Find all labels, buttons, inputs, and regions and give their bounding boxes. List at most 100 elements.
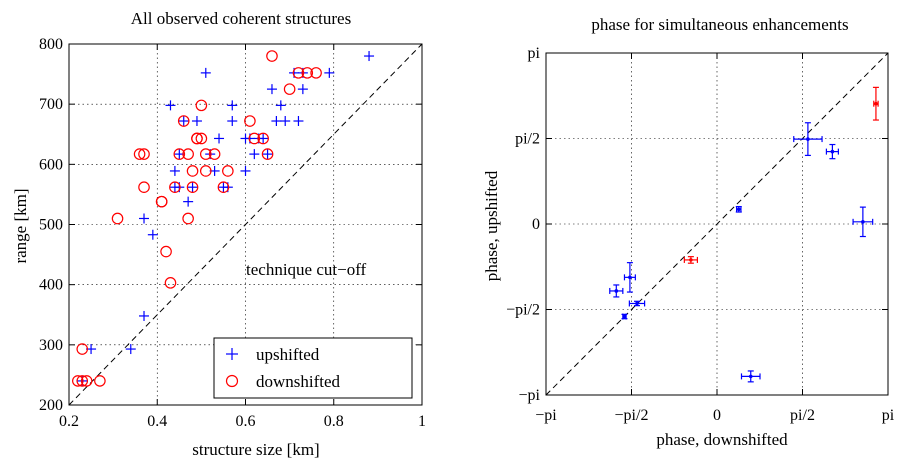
x-tick-label: −pi/2 [615, 407, 649, 424]
upshifted-point [165, 100, 176, 111]
right-chart-title: phase for simultaneous enhancements [591, 15, 848, 34]
downshifted-point [199, 148, 212, 160]
left-downshifted-series [72, 50, 322, 387]
downshifted-point [195, 99, 208, 112]
downshifted-point [186, 165, 199, 177]
y-tick-label: pi/2 [515, 130, 540, 147]
y-tick-label: −pi/2 [506, 302, 540, 319]
phase-marker [830, 149, 835, 154]
phase-point [621, 313, 628, 320]
left-y-axis-label: range [km] [11, 188, 30, 263]
downshifted-point [310, 67, 322, 79]
downshifted-point [182, 212, 194, 225]
y-tick-label: 600 [39, 156, 63, 173]
upshifted-point [280, 116, 291, 127]
downshifted-point [261, 148, 274, 160]
upshifted-point [139, 310, 150, 321]
phase-marker [861, 220, 865, 224]
y-tick-label: 800 [39, 36, 63, 53]
x-tick-label: 0.8 [324, 413, 344, 430]
downshifted-point [177, 115, 190, 127]
downshifted-point [191, 132, 203, 145]
upshifted-point [125, 344, 136, 355]
phase-point [628, 300, 646, 307]
y-tick-label: 500 [39, 217, 63, 234]
upshifted-point [169, 165, 180, 176]
downshifted-point [257, 132, 269, 145]
downshifted-point [283, 83, 296, 95]
phase-marker [689, 258, 693, 262]
downshifted-point [169, 181, 181, 193]
downshifted-point [138, 181, 150, 193]
y-tick-label: 700 [39, 96, 63, 113]
left-upshifted-series [77, 51, 375, 386]
phase-marker [874, 101, 878, 106]
cutoff-annotation: technique cut−off [246, 260, 367, 279]
legend-downshifted-label: downshifted [256, 372, 341, 391]
y-tick-label: 0 [532, 216, 540, 233]
right-diagonal-line [545, 52, 889, 396]
legend: upshifted downshifted [213, 337, 413, 399]
downshifted-point [248, 132, 261, 145]
phase-marker [622, 314, 627, 319]
left-x-axis-label: structure size [km] [192, 440, 319, 458]
phase-point [825, 143, 839, 160]
upshifted-point [147, 229, 158, 240]
phase-point [735, 205, 742, 213]
x-tick-label: 0 [713, 407, 721, 424]
phase-marker [748, 374, 753, 379]
phase-marker [628, 275, 632, 280]
downshifted-point [72, 375, 84, 387]
upshifted-point [249, 149, 260, 160]
phase-marker [736, 207, 741, 212]
downshifted-point [164, 277, 177, 289]
downshifted-point [186, 181, 199, 193]
phase-point [872, 86, 879, 121]
x-tick-label: 0.6 [236, 413, 256, 430]
x-tick-label: pi [882, 407, 895, 424]
upshifted-point [187, 182, 198, 193]
upshifted-point [271, 116, 282, 127]
upshifted-point [364, 51, 375, 62]
y-tick-label: 400 [39, 277, 63, 294]
phase-point [740, 370, 761, 383]
x-tick-label: −pi [535, 407, 557, 424]
phase-marker [614, 289, 619, 293]
left-y-ticks: 200 300 400 500 600 700 800 [39, 36, 422, 414]
downshifted-point [292, 67, 305, 79]
downshifted-point [94, 375, 106, 387]
upshifted-point [297, 84, 308, 95]
downshifted-point [80, 375, 93, 387]
phase-marker [806, 137, 810, 141]
left-cutoff-line [68, 43, 423, 406]
phase-marker [635, 301, 639, 306]
x-tick-label: 0.4 [147, 413, 167, 430]
downshifted-point [222, 165, 234, 177]
legend-upshifted-label: upshifted [256, 345, 320, 364]
downshifted-point [160, 245, 172, 258]
downshifted-point [208, 148, 221, 160]
upshifted-point [262, 149, 273, 160]
left-panel: All observed coherent structures 0.2 0.4 0… [11, 9, 426, 458]
left-x-ticks: 0.2 0.4 0.6 0.8 1 [59, 44, 426, 430]
right-y-axis-label: phase, upshifted [482, 170, 501, 281]
phase-point [609, 284, 624, 298]
upshifted-point [293, 116, 304, 127]
downshifted-point [76, 343, 89, 355]
right-phase-points [609, 86, 879, 383]
upshifted-point [227, 100, 238, 111]
right-y-ticks: −pi −pi/2 0 pi/2 pi [506, 45, 888, 404]
upshifted-point [200, 67, 211, 78]
y-tick-label: −pi [519, 387, 541, 404]
legend-downshifted-marker [225, 374, 239, 388]
phase-point [683, 256, 699, 264]
downshifted-point [195, 132, 208, 145]
downshifted-point [182, 148, 194, 160]
x-tick-label: pi/2 [790, 407, 815, 424]
upshifted-point [266, 84, 277, 95]
phase-point [793, 122, 823, 157]
right-x-axis-label: phase, downshifted [656, 430, 788, 449]
downshifted-point [111, 212, 124, 225]
legend-box [213, 337, 413, 399]
